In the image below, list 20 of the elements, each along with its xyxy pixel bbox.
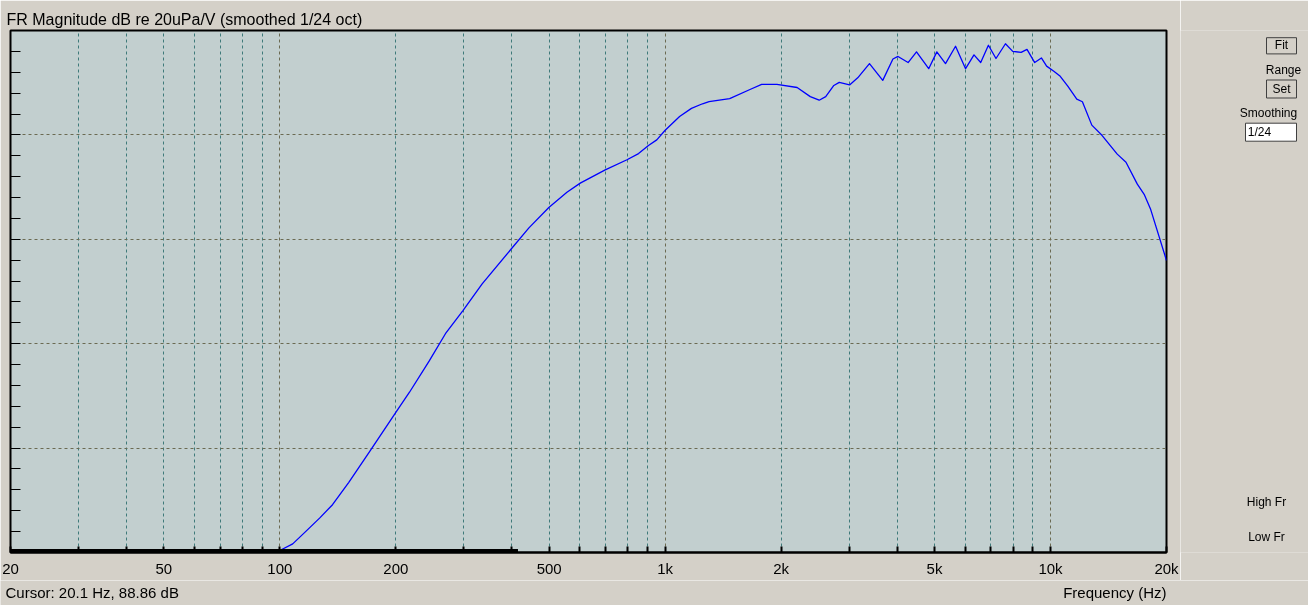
x-tick-label: 500: [536, 559, 562, 577]
text: High Fr: [1246, 495, 1287, 510]
text: Smoothing: [1239, 106, 1298, 121]
x-tick-label: 1k: [657, 559, 674, 577]
x-tick-label: 20: [2, 559, 19, 577]
text: Fit: [1274, 37, 1289, 52]
x-tick-label: 50: [155, 559, 173, 577]
text: Low Fr: [1248, 530, 1285, 545]
x-tick-label: 100: [267, 559, 293, 577]
x-tick-label: 10k: [1038, 559, 1064, 577]
x-tick-label: 200: [383, 559, 409, 577]
text: 1/24: [1247, 125, 1272, 140]
x-tick-label: 2k: [773, 559, 790, 577]
text: Range: [1265, 63, 1302, 78]
text: Set: [1272, 82, 1292, 96]
x-tick-label: 20k: [1154, 559, 1180, 577]
x-tick-label: 5k: [926, 559, 943, 577]
x-axis-title: Frequency (Hz): [1063, 584, 1167, 601]
text: Cursor: 20.1 Hz, 88.86 dB: [5, 584, 179, 601]
chart-title: FR Magnitude dB re 20uPa/V (smoothed 1/24 oct): [6, 10, 363, 28]
